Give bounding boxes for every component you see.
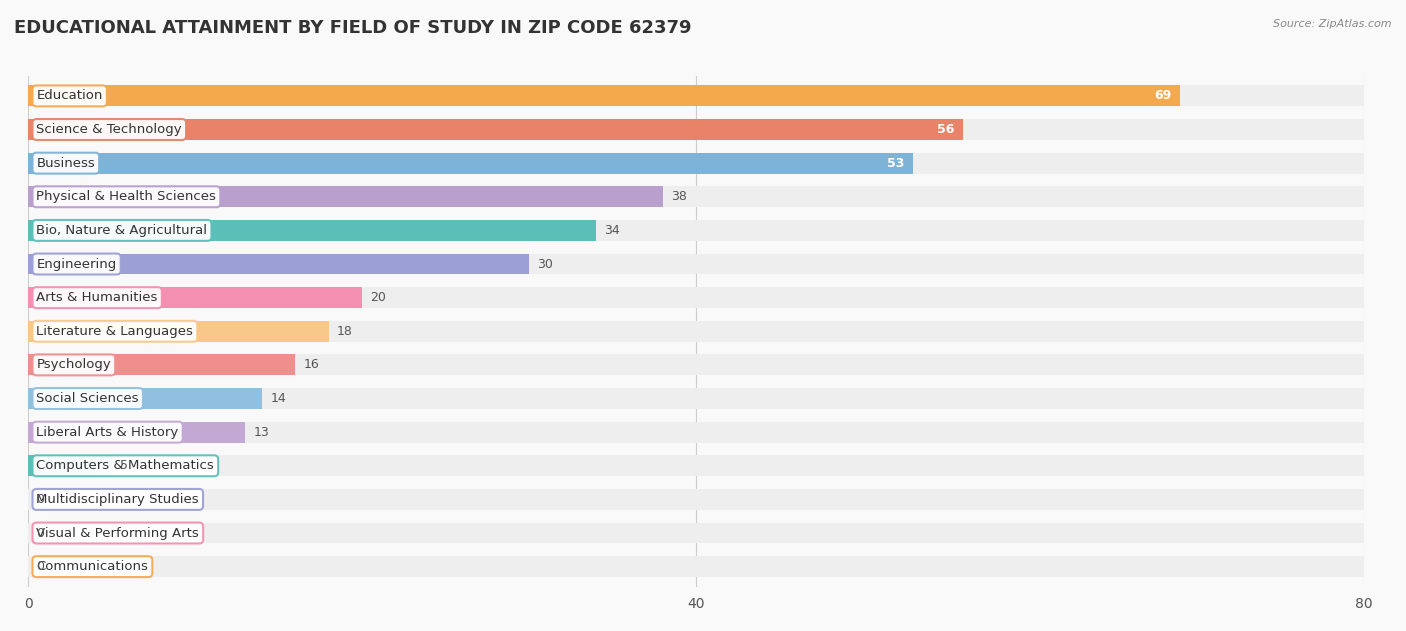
Bar	[28, 153, 1364, 174]
Text: Physical & Health Sciences: Physical & Health Sciences	[37, 191, 217, 203]
Bar	[28, 254, 1364, 274]
Text: Bio, Nature & Agricultural: Bio, Nature & Agricultural	[37, 224, 208, 237]
Bar	[28, 355, 295, 375]
Bar	[28, 287, 363, 308]
Bar	[28, 489, 1364, 510]
Bar	[28, 321, 329, 342]
Bar	[28, 557, 1364, 577]
Text: 0: 0	[37, 526, 45, 540]
Bar	[28, 85, 1364, 106]
Text: 30: 30	[537, 257, 553, 271]
Bar	[28, 153, 912, 174]
Bar	[28, 388, 1364, 409]
Bar	[28, 186, 1364, 207]
Bar	[28, 355, 1364, 375]
Text: 69: 69	[1154, 90, 1171, 102]
Bar	[28, 456, 1364, 476]
Text: Psychology: Psychology	[37, 358, 111, 372]
Text: Literature & Languages: Literature & Languages	[37, 325, 194, 338]
Bar	[28, 85, 1180, 106]
Text: EDUCATIONAL ATTAINMENT BY FIELD OF STUDY IN ZIP CODE 62379: EDUCATIONAL ATTAINMENT BY FIELD OF STUDY…	[14, 19, 692, 37]
Text: Source: ZipAtlas.com: Source: ZipAtlas.com	[1274, 19, 1392, 29]
Bar	[28, 522, 1364, 543]
Text: 18: 18	[337, 325, 353, 338]
Text: 5: 5	[120, 459, 128, 472]
Text: 14: 14	[270, 392, 285, 405]
Text: Engineering: Engineering	[37, 257, 117, 271]
Text: Education: Education	[37, 90, 103, 102]
Bar	[28, 321, 1364, 342]
Text: Multidisciplinary Studies: Multidisciplinary Studies	[37, 493, 200, 506]
Text: 0: 0	[37, 493, 45, 506]
Bar	[28, 220, 596, 241]
Bar	[28, 119, 963, 140]
Bar	[28, 287, 1364, 308]
Text: Visual & Performing Arts: Visual & Performing Arts	[37, 526, 200, 540]
Text: Business: Business	[37, 156, 96, 170]
Bar	[28, 422, 245, 442]
Text: Computers & Mathematics: Computers & Mathematics	[37, 459, 214, 472]
Text: 16: 16	[304, 358, 319, 372]
Text: 0: 0	[37, 560, 45, 573]
Text: 13: 13	[253, 426, 270, 439]
Text: Arts & Humanities: Arts & Humanities	[37, 291, 157, 304]
Bar	[28, 220, 1364, 241]
Text: 56: 56	[938, 123, 955, 136]
Bar	[28, 254, 529, 274]
Text: Social Sciences: Social Sciences	[37, 392, 139, 405]
Text: 20: 20	[370, 291, 387, 304]
Text: 34: 34	[605, 224, 620, 237]
Text: 38: 38	[671, 191, 686, 203]
Bar	[28, 119, 1364, 140]
Text: Science & Technology: Science & Technology	[37, 123, 183, 136]
Bar	[28, 456, 111, 476]
Text: Communications: Communications	[37, 560, 149, 573]
Bar	[28, 388, 262, 409]
Text: Liberal Arts & History: Liberal Arts & History	[37, 426, 179, 439]
Bar	[28, 422, 1364, 442]
Bar	[28, 186, 662, 207]
Text: 53: 53	[887, 156, 904, 170]
